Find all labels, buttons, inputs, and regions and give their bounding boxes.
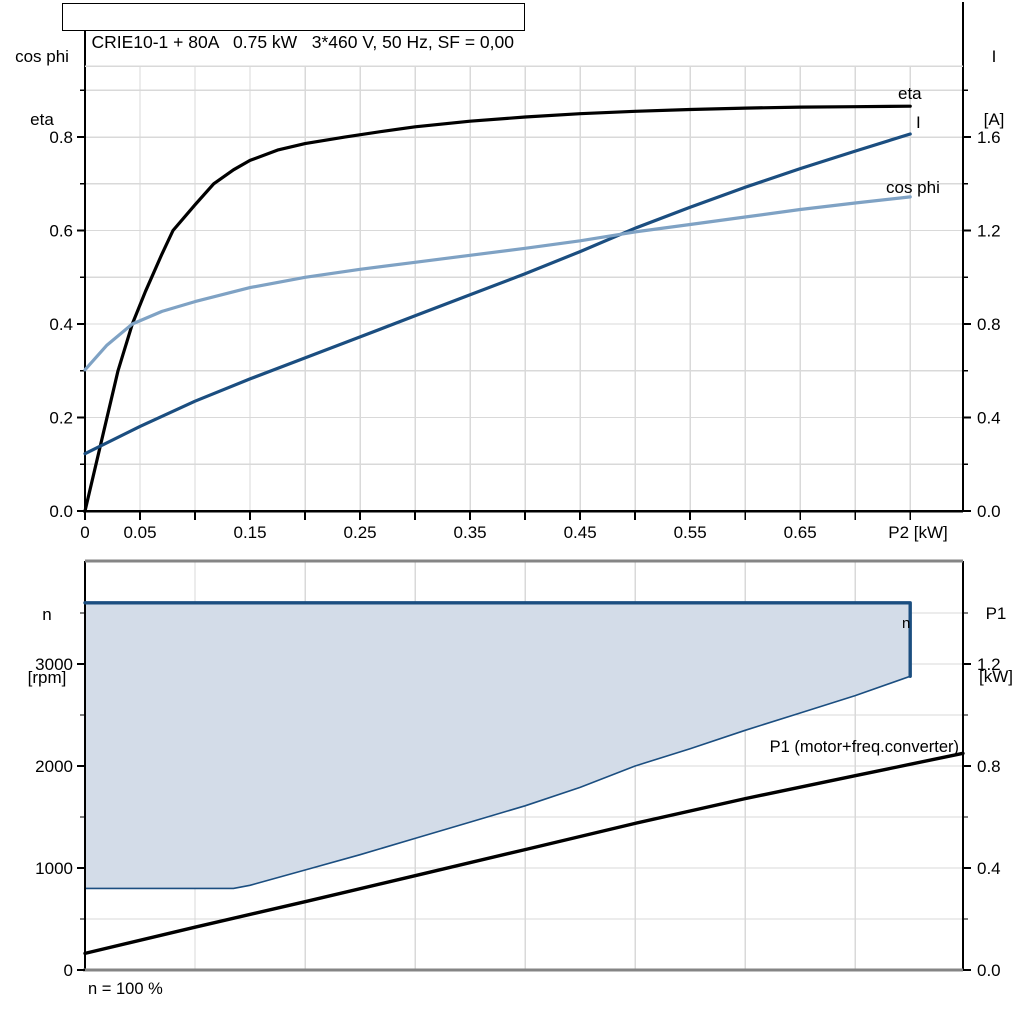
svg-text:0.0: 0.0 <box>977 961 1001 980</box>
svg-text:cos phi: cos phi <box>886 178 940 197</box>
chart-title-box: CRIE10-1 + 80A 0.75 kW 3*460 V, 50 Hz, S… <box>62 3 525 52</box>
speed-percent-note: n = 100 % <box>88 980 163 998</box>
svg-text:3000: 3000 <box>35 655 73 674</box>
svg-text:eta: eta <box>898 84 922 103</box>
svg-text:0.8: 0.8 <box>49 128 73 147</box>
svg-text:0.05: 0.05 <box>123 523 156 542</box>
svg-text:0.25: 0.25 <box>344 523 377 542</box>
top-chart-left-axis-title: cos phi eta <box>0 4 84 172</box>
bottom-chart-right-axis-title: P1 [kW] <box>968 561 1024 729</box>
svg-text:P1 (motor+freq.converter): P1 (motor+freq.converter) <box>770 738 959 756</box>
svg-text:1.2: 1.2 <box>977 222 1001 241</box>
svg-text:I: I <box>916 113 921 132</box>
top-chart-right-axis-title: I [A] <box>966 4 1022 172</box>
svg-text:0.0: 0.0 <box>49 502 73 521</box>
svg-text:0.35: 0.35 <box>454 523 487 542</box>
svg-text:2000: 2000 <box>35 757 73 776</box>
chart-title: CRIE10-1 + 80A 0.75 kW 3*460 V, 50 Hz, S… <box>91 32 514 52</box>
svg-text:0.65: 0.65 <box>784 523 817 542</box>
left-axis-title-rpm-unit: [rpm] <box>27 668 67 687</box>
bottom-chart-left-axis-title: n [rpm] <box>8 562 86 730</box>
right-axis-title-ampere-unit: [A] <box>983 110 1005 129</box>
right-axis-title-p1: P1 <box>985 604 1007 623</box>
svg-text:0.0: 0.0 <box>977 502 1001 521</box>
svg-text:0.4: 0.4 <box>49 315 73 334</box>
svg-text:0.4: 0.4 <box>977 859 1001 878</box>
right-axis-title-current: I <box>991 47 997 66</box>
svg-text:0.8: 0.8 <box>977 315 1001 334</box>
svg-text:0.4: 0.4 <box>977 409 1001 428</box>
left-axis-title-speed: n <box>42 605 52 624</box>
svg-text:0: 0 <box>80 523 89 542</box>
left-axis-title-cosphi: cos phi <box>15 47 69 66</box>
top-chart-eta-i-cosphi: 0.0 0.2 0.4 0.6 0.8 0.0 0.4 0.8 1.2 1.6 0 0.05 0.15 0… <box>49 2 1001 542</box>
svg-text:0.45: 0.45 <box>564 523 597 542</box>
svg-text:P2 [kW]: P2 [kW] <box>888 523 948 542</box>
svg-text:0.6: 0.6 <box>49 222 73 241</box>
svg-text:0.2: 0.2 <box>49 409 73 428</box>
svg-text:0.15: 0.15 <box>233 523 266 542</box>
svg-text:1.6: 1.6 <box>977 128 1001 147</box>
bottom-chart-speed-p1: 0 1000 2000 3000 0.0 0.4 0.8 1.2 n P1 (motor+freq… <box>35 559 1001 980</box>
svg-text:0.8: 0.8 <box>977 757 1001 776</box>
right-axis-title-kw-unit: [kW] <box>979 667 1013 686</box>
svg-text:n: n <box>902 615 910 632</box>
left-axis-title-eta: eta <box>30 110 54 129</box>
svg-text:1.2: 1.2 <box>977 655 1001 674</box>
svg-text:0: 0 <box>64 961 73 980</box>
svg-text:1000: 1000 <box>35 859 73 878</box>
svg-text:0.55: 0.55 <box>674 523 707 542</box>
